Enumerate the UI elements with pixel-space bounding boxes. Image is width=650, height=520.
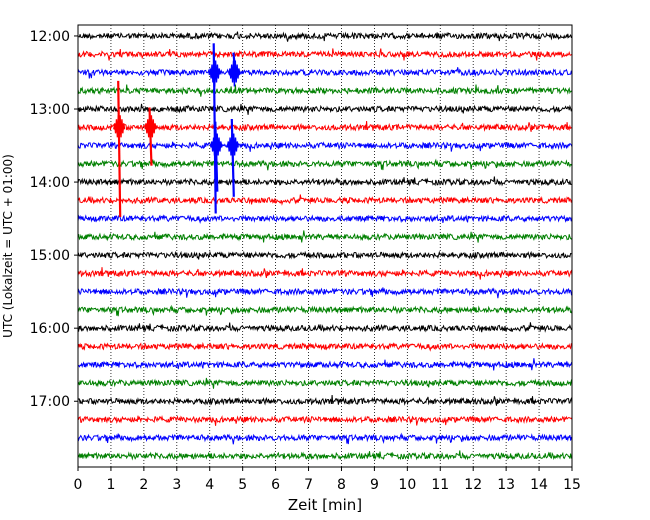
x-tick-label: 1 bbox=[106, 477, 115, 493]
trace-line bbox=[77, 287, 573, 299]
trace-line bbox=[77, 84, 573, 97]
trace-line bbox=[77, 304, 573, 317]
y-tick-label: 17:00 bbox=[30, 394, 70, 410]
trace-line bbox=[77, 140, 573, 152]
trace-line bbox=[77, 194, 573, 206]
y-tick-label: 12:00 bbox=[30, 29, 70, 45]
trace-line bbox=[77, 358, 573, 371]
trace-line bbox=[77, 322, 573, 333]
trace-line bbox=[77, 230, 573, 243]
trace-line bbox=[77, 158, 573, 171]
trace-line bbox=[77, 48, 573, 61]
y-tick-label: 13:00 bbox=[30, 102, 70, 118]
x-tick-label: 6 bbox=[271, 477, 280, 493]
x-tick-label: 15 bbox=[563, 477, 581, 493]
event-oscillation bbox=[226, 133, 239, 160]
x-tick-label: 0 bbox=[74, 477, 83, 493]
event-oscillation bbox=[113, 115, 126, 142]
event-oscillation bbox=[208, 60, 221, 87]
x-tick-label: 12 bbox=[464, 477, 482, 493]
x-axis-label: Zeit [min] bbox=[288, 496, 362, 514]
trace-line bbox=[77, 67, 573, 79]
y-axis-label: UTC (Lokalzeit = UTC + 01:00) bbox=[1, 154, 15, 338]
trace-line bbox=[77, 267, 573, 280]
event-oscillation bbox=[210, 133, 223, 160]
plot-frame bbox=[77, 24, 573, 468]
trace-line bbox=[77, 377, 573, 389]
trace-line bbox=[77, 341, 573, 352]
trace-line bbox=[77, 432, 573, 445]
trace-line bbox=[77, 395, 573, 406]
trace-line bbox=[77, 214, 573, 224]
trace-line bbox=[77, 176, 573, 187]
trace-line bbox=[77, 414, 573, 426]
trace-line bbox=[77, 450, 573, 461]
trace-line bbox=[77, 121, 573, 132]
x-tick-label: 11 bbox=[431, 477, 449, 493]
y-axis-ticks: 12:00 13:00 14:00 15:00 16:00 17:00 bbox=[30, 29, 78, 410]
x-tick-label: 10 bbox=[398, 477, 416, 493]
x-tick-label: 2 bbox=[139, 477, 148, 493]
trace-group bbox=[77, 31, 573, 461]
event-oscillation bbox=[144, 115, 157, 142]
x-tick-label: 7 bbox=[304, 477, 313, 493]
x-tick-label: 4 bbox=[205, 477, 214, 493]
x-tick-label: 8 bbox=[337, 477, 346, 493]
trace-line bbox=[77, 103, 573, 115]
x-tick-label: 3 bbox=[172, 477, 181, 493]
x-tick-label: 14 bbox=[530, 477, 548, 493]
y-tick-label: 14:00 bbox=[30, 175, 70, 191]
x-tick-label: 13 bbox=[497, 477, 515, 493]
x-tick-label: 5 bbox=[238, 477, 247, 493]
event-group bbox=[113, 43, 241, 218]
event-oscillation bbox=[228, 60, 241, 87]
x-axis-ticks: 0 1 2 3 4 5 6 7 8 9 10 11 12 13 14 15 bbox=[74, 467, 581, 493]
trace-line bbox=[77, 31, 572, 42]
trace-line bbox=[77, 250, 573, 260]
event-spike bbox=[117, 80, 122, 218]
y-tick-label: 15:00 bbox=[30, 248, 70, 264]
y-tick-label: 16:00 bbox=[30, 321, 70, 337]
x-tick-label: 9 bbox=[370, 477, 379, 493]
